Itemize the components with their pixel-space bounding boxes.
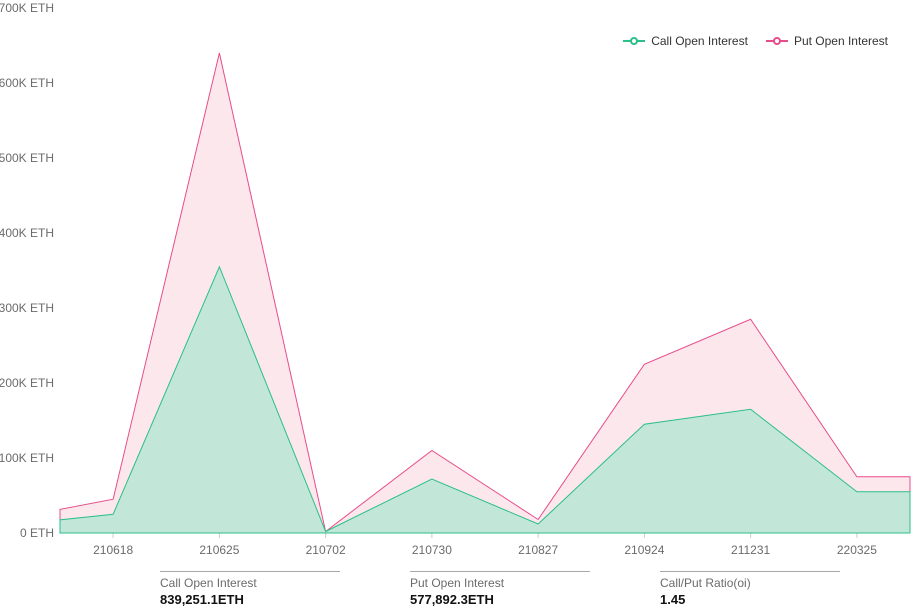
stat-put-oi: Put Open Interest 577,892.3ETH <box>410 571 590 607</box>
x-tick-label: 211231 <box>731 543 770 557</box>
legend-item-call[interactable]: Call Open Interest <box>623 34 748 48</box>
stat-divider <box>410 571 590 572</box>
x-tick-label: 210702 <box>306 543 346 557</box>
stat-call-oi-label: Call Open Interest <box>160 576 340 590</box>
stat-call-oi: Call Open Interest 839,251.1ETH <box>160 571 340 607</box>
stat-call-oi-value: 839,251.1ETH <box>160 592 340 607</box>
stat-ratio-value: 1.45 <box>660 592 840 607</box>
open-interest-chart: Call Open Interest Put Open Interest 0 E… <box>0 0 918 615</box>
stats-row: Call Open Interest 839,251.1ETH Put Open… <box>160 571 898 607</box>
stat-divider <box>660 571 840 572</box>
legend-label-put: Put Open Interest <box>794 34 888 48</box>
legend-item-put[interactable]: Put Open Interest <box>766 34 888 48</box>
chart-legend: Call Open Interest Put Open Interest <box>623 34 888 48</box>
stat-ratio: Call/Put Ratio(oi) 1.45 <box>660 571 840 607</box>
stat-divider <box>160 571 340 572</box>
legend-marker-put-icon <box>766 37 788 45</box>
x-tick-label: 210924 <box>624 543 664 557</box>
stat-put-oi-value: 577,892.3ETH <box>410 592 590 607</box>
stat-ratio-label: Call/Put Ratio(oi) <box>660 576 840 590</box>
legend-label-call: Call Open Interest <box>651 34 748 48</box>
x-tick-label: 210827 <box>518 543 558 557</box>
chart-plot <box>0 0 918 615</box>
x-tick-label: 210625 <box>199 543 239 557</box>
x-tick-label: 210730 <box>412 543 452 557</box>
x-tick-label: 210618 <box>93 543 133 557</box>
x-tick-label: 220325 <box>837 543 877 557</box>
legend-marker-call-icon <box>623 37 645 45</box>
stat-put-oi-label: Put Open Interest <box>410 576 590 590</box>
